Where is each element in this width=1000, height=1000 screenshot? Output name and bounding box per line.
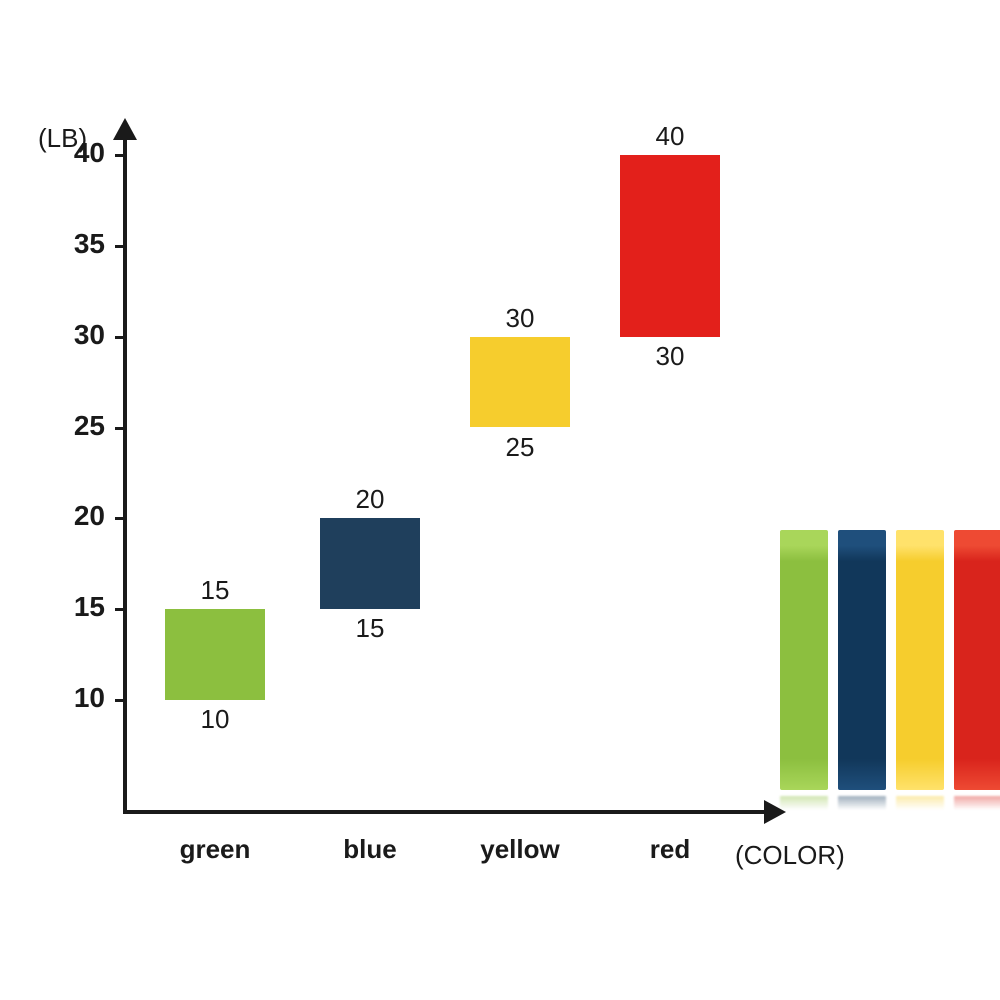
bar-high-label: 30 <box>470 303 570 334</box>
thumbnail-swatch <box>896 530 944 790</box>
y-tick-mark <box>115 427 125 430</box>
y-tick-label: 40 <box>45 137 105 169</box>
y-tick-label: 25 <box>45 410 105 442</box>
bar-high-label: 20 <box>320 484 420 515</box>
bar-green <box>165 609 265 700</box>
bar-low-label: 25 <box>470 432 570 463</box>
category-label: blue <box>310 834 430 865</box>
bar-red <box>620 155 720 337</box>
thumbnail-reflection <box>780 796 828 810</box>
y-tick-mark <box>115 608 125 611</box>
y-tick-mark <box>115 154 125 157</box>
bar-blue <box>320 518 420 609</box>
y-axis-line <box>123 135 127 812</box>
y-tick-label: 15 <box>45 591 105 623</box>
y-tick-mark <box>115 699 125 702</box>
y-tick-mark <box>115 336 125 339</box>
thumbnail-reflection <box>838 796 886 810</box>
y-tick-label: 35 <box>45 228 105 260</box>
category-label: green <box>155 834 275 865</box>
thumbnail-reflection <box>954 796 1000 810</box>
y-tick-label: 30 <box>45 319 105 351</box>
bar-high-label: 15 <box>165 575 265 606</box>
category-label: yellow <box>460 834 580 865</box>
y-tick-label: 10 <box>45 682 105 714</box>
y-tick-mark <box>115 245 125 248</box>
thumbnail-swatch <box>838 530 886 790</box>
chart-stage: (LB) (COLOR) 10152025303540 1510green201… <box>0 0 1000 1000</box>
thumbnail-swatch <box>954 530 1000 790</box>
x-axis-line <box>123 810 768 814</box>
x-axis-title: (COLOR) <box>735 840 845 871</box>
bar-low-label: 15 <box>320 613 420 644</box>
y-tick-mark <box>115 517 125 520</box>
bar-low-label: 10 <box>165 704 265 735</box>
y-axis-arrow <box>113 118 137 140</box>
bar-low-label: 30 <box>620 341 720 372</box>
bar-high-label: 40 <box>620 121 720 152</box>
thumbnail-swatch <box>780 530 828 790</box>
bar-yellow <box>470 337 570 428</box>
y-tick-label: 20 <box>45 500 105 532</box>
thumbnail-reflection <box>896 796 944 810</box>
category-label: red <box>610 834 730 865</box>
